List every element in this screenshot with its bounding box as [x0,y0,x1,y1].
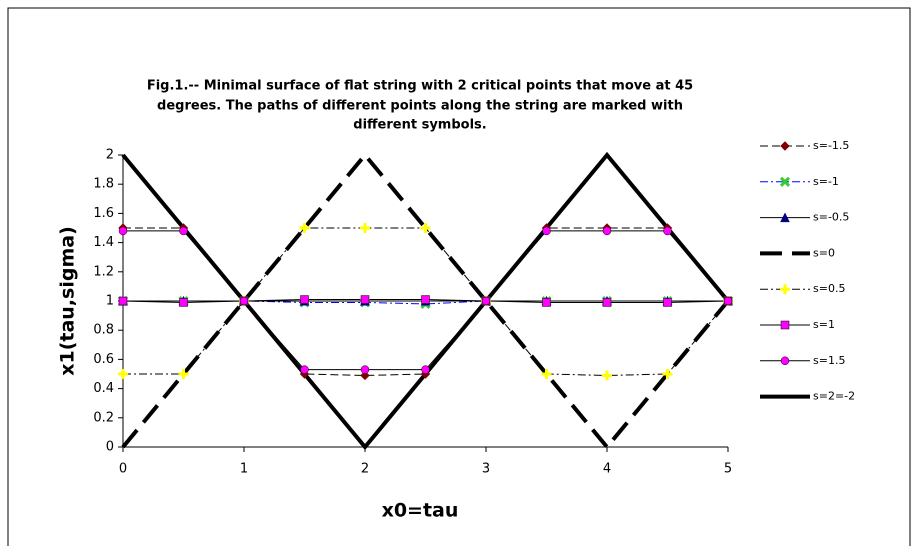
x-tick-label: 0 [119,462,127,477]
marker [663,298,672,307]
legend-label: s=1 [813,318,835,331]
marker [780,141,790,151]
y-tick-label: 1.4 [93,235,114,250]
marker [780,356,790,366]
x-tick-label: 3 [482,462,490,477]
legend-label: s=0.5 [813,282,845,295]
legend-label: s=-0.5 [813,211,849,224]
marker [239,296,249,306]
marker [299,223,310,233]
marker [118,226,128,236]
marker [541,369,552,379]
marker [118,369,128,379]
marker [300,365,309,374]
y-tick-label: 1.8 [93,177,114,192]
marker [662,369,673,379]
x-tick-label: 5 [724,462,732,477]
marker [663,226,672,236]
marker [723,296,733,306]
x-tick-label: 1 [240,462,248,477]
marker [178,369,189,379]
chart-title: different symbols. [353,118,486,133]
marker [179,298,188,307]
marker [542,298,551,307]
legend-label: s=0 [813,246,835,259]
y-axis-title: x1(tau,sigma) [57,226,79,376]
y-tick-label: 1 [106,294,114,309]
legend-label: s=2=-2 [813,390,855,403]
x-axis-title: x0=tau [382,500,459,522]
y-tick-label: 0.6 [93,352,114,367]
marker [118,296,128,306]
y-tick-label: 1.6 [93,206,114,221]
marker [420,223,431,233]
marker [360,370,370,381]
x-tick-label: 2 [361,462,369,477]
chart-title: Fig.1.-- Minimal surface of flat string … [147,79,693,94]
y-tick-label: 0 [106,440,114,455]
y-tick-label: 0.2 [93,410,114,425]
marker [780,212,790,223]
marker [602,370,612,381]
y-tick-label: 1.2 [93,264,114,279]
marker [779,176,791,187]
x-tick-label: 4 [603,462,611,477]
marker [360,295,370,304]
marker [360,223,370,233]
marker [421,365,430,374]
marker [542,226,551,236]
legend-label: s=-1.5 [813,139,849,152]
marker [179,226,188,236]
marker [602,298,612,307]
legend-label: s=1.5 [813,354,845,367]
marker [421,295,430,304]
marker [360,365,370,374]
marker [780,320,790,330]
marker [300,295,309,304]
chart-frame [7,7,911,546]
y-tick-label: 0.8 [93,323,114,338]
marker [780,284,790,295]
marker [602,226,612,236]
legend-label: s=-1 [813,175,839,188]
y-tick-label: 2 [106,148,114,163]
y-tick-label: 0.4 [93,381,114,396]
marker [481,296,491,306]
chart-title: degrees. The paths of different points a… [157,99,683,114]
